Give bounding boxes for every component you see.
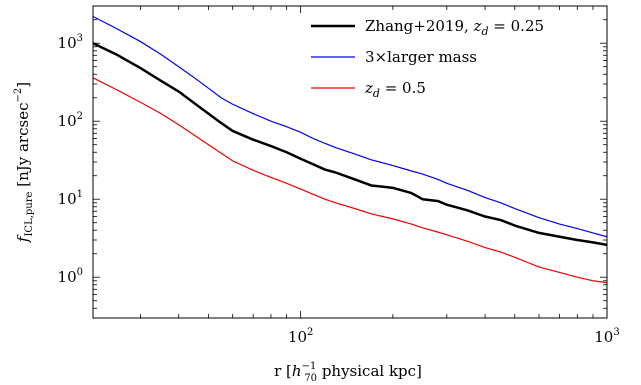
legend-label-zd05: zd = 0.5 [364,79,426,100]
y-tick-label: 101 [58,189,83,208]
x-tick-label: 103 [594,327,619,346]
tick-labels: 102 103 100 101 102 103 [58,33,620,346]
y-tick-label: 103 [58,33,83,52]
y-tick-label: 102 [58,111,83,130]
series-line-0 [93,42,607,247]
x-axis-label: r [h−1 70 physical kpc] [274,361,422,384]
y-axis-label: fICL,pure [nJy arcsec−2] [13,82,35,243]
legend: Zhang+2019, zd = 0.25 3×larger mass zd =… [311,17,544,100]
legend-label-3x-mass: 3×larger mass [365,48,477,66]
series-line-1 [93,15,607,238]
axis-ticks [93,5,608,319]
series-line-2 [93,77,607,284]
x-tick-label: 102 [288,327,313,346]
y-tick-label: 100 [58,267,83,286]
plot-lines [93,15,607,284]
legend-label-zhang: Zhang+2019, zd = 0.25 [365,17,544,38]
plot-frame [92,5,608,319]
